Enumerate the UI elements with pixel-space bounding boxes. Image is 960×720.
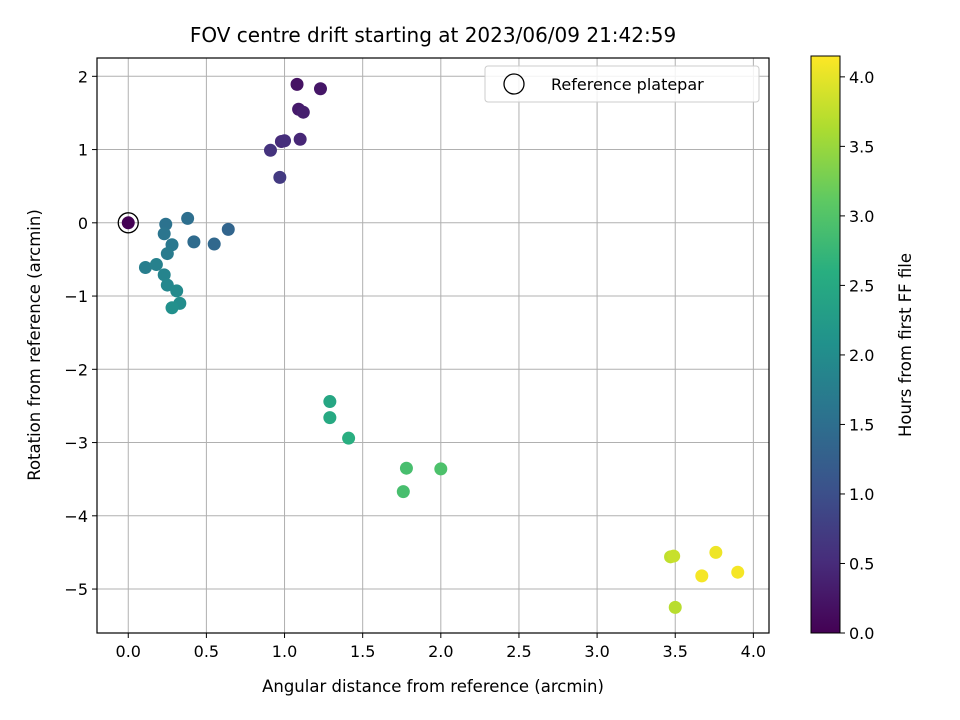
x-tick-label: 1.5: [350, 642, 375, 661]
x-axis-ticks: 0.0 0.5 1.0 1.5 2.0 2.5 3.0 3.5 4.0: [116, 633, 766, 661]
colorbar-ticks: 0.0 0.5 1.0 1.5 2.0 2.5 3.0 3.5 4.0: [840, 68, 874, 643]
scatter-point: [323, 395, 337, 409]
scatter-point: [668, 600, 682, 614]
colorbar-tick-label: 0.5: [849, 554, 874, 573]
x-tick-label: 3.5: [663, 642, 688, 661]
colorbar: 0.0 0.5 1.0 1.5 2.0 2.5 3.0 3.5 4.0 Hours from f…: [810, 55, 915, 643]
colorbar-label: Hours from first FF file: [896, 253, 915, 437]
colorbar-tick-label: 0.0: [849, 624, 874, 643]
scatter-point: [342, 431, 356, 445]
scatter-point: [138, 260, 152, 274]
scatter-point: [695, 569, 709, 583]
scatter-point: [709, 545, 723, 559]
scatter-point: [323, 411, 337, 425]
legend-box: [484, 65, 760, 103]
colorbar-tick-label: 3.0: [849, 207, 874, 226]
scatter-point: [157, 227, 171, 241]
scatter-point: [160, 278, 174, 292]
scatter-point: [149, 258, 163, 272]
legend-label-reference: Reference platepar: [551, 75, 704, 94]
x-tick-label: 1.0: [272, 642, 297, 661]
scatter-point: [667, 549, 681, 563]
colorbar-tick-label: 2.5: [849, 276, 874, 295]
colorbar-tick-label: 1.0: [849, 485, 874, 504]
y-tick-label: −2: [64, 360, 88, 379]
y-tick-label: −5: [64, 580, 88, 599]
x-tick-label: 2.0: [428, 642, 453, 661]
x-tick-label: 4.0: [741, 642, 766, 661]
y-tick-label: 2: [78, 67, 88, 86]
colorbar-tick-label: 4.0: [849, 68, 874, 87]
scatter-point: [293, 132, 307, 146]
grid-lines: [97, 58, 769, 633]
scatter-point: [181, 211, 195, 225]
scatter-point: [160, 247, 174, 261]
scatter-point: [290, 77, 304, 91]
y-axis-label: Rotation from reference (arcmin): [25, 209, 44, 481]
x-tick-label: 2.5: [506, 642, 531, 661]
scatter-point: [221, 222, 235, 236]
x-axis-label: Angular distance from reference (arcmin): [262, 677, 604, 696]
scatter-point: [396, 485, 410, 499]
scatter-point: [121, 216, 135, 230]
scatter-point: [313, 82, 327, 96]
scatter-point: [263, 143, 277, 157]
chart-title: FOV centre drift starting at 2023/06/09 …: [190, 23, 676, 47]
x-tick-label: 0.0: [116, 642, 141, 661]
y-tick-label: 1: [78, 141, 88, 160]
colorbar-tick-label: 1.5: [849, 415, 874, 434]
y-tick-label: −3: [64, 434, 88, 453]
y-tick-label: −4: [64, 507, 88, 526]
scatter-point: [296, 105, 310, 119]
legend: Reference platepar: [484, 65, 760, 103]
data-points: [117, 77, 745, 614]
plot-frame: [96, 57, 770, 634]
scatter-point: [278, 134, 292, 148]
scatter-point: [434, 462, 448, 476]
scatter-point: [165, 301, 179, 315]
legend-marker-reference: [503, 73, 525, 95]
scatter-point: [187, 235, 201, 249]
y-tick-label: 0: [78, 214, 88, 233]
colorbar-tick-label: 3.5: [849, 137, 874, 156]
scatter-point: [170, 284, 184, 298]
scatter-point: [731, 565, 745, 579]
x-tick-label: 0.5: [194, 642, 219, 661]
scatter-point: [399, 461, 413, 475]
reference-marker: [117, 212, 139, 234]
scatter-point: [157, 268, 171, 282]
x-tick-label: 3.0: [584, 642, 609, 661]
scatter-point: [273, 170, 287, 184]
scatter-point: [207, 237, 221, 251]
colorbar-gradient: [810, 55, 841, 634]
y-tick-label: −1: [64, 287, 88, 306]
colorbar-tick-label: 2.0: [849, 346, 874, 365]
y-axis-ticks: 2 1 0 −1 −2 −3 −4 −5: [64, 67, 97, 599]
